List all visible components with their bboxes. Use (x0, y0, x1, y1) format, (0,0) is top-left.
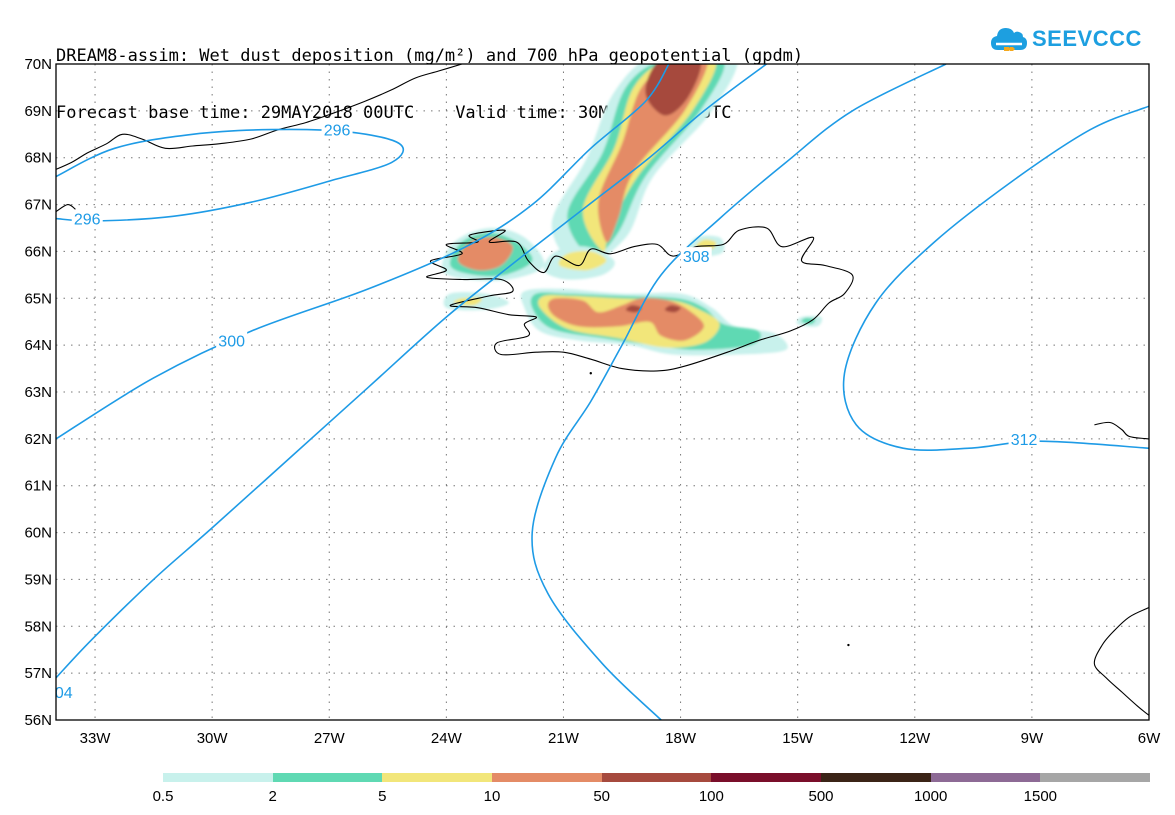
logo-text: SEEVCCC (1032, 26, 1142, 51)
contour-label-background (680, 247, 712, 265)
longitude-tick-label: 27W (314, 730, 346, 747)
colorbar-label: 5 (378, 788, 387, 805)
colorbar-label: 1500 (1023, 788, 1058, 805)
dust-deposition-area (645, 64, 702, 116)
longitude-tick-label: 6W (1138, 730, 1161, 747)
geopotential-contour-line (842, 105, 1149, 452)
colorbar-segment (492, 773, 602, 782)
latitude-tick-label: 60N (24, 525, 52, 542)
latitude-tick-label: 59N (24, 571, 52, 588)
latitude-tick-label: 66N (24, 243, 52, 260)
coastlines (56, 64, 1149, 716)
greenland-coastline (56, 204, 76, 213)
dust-deposition-area (625, 305, 642, 313)
latitude-tick-label: 56N (24, 712, 52, 729)
longitude-tick-label: 9W (1021, 730, 1044, 747)
latitude-tick-label: 57N (24, 665, 52, 682)
contour-label-background (71, 209, 103, 227)
latitude-tick-label: 61N (24, 478, 52, 495)
dust-deposition-area (457, 237, 513, 271)
faroe-coastline (1094, 421, 1149, 440)
dust-deposition-area (547, 297, 705, 341)
colorbar-label: 100 (698, 788, 724, 805)
contour-label: 296 (324, 123, 351, 140)
latitude-tick-label: 69N (24, 103, 52, 120)
latitude-tick-label: 58N (24, 618, 52, 635)
longitude-tick-label: 21W (548, 730, 580, 747)
colorbar-label: 2 (268, 788, 277, 805)
colorbar-segment (382, 773, 493, 782)
dust-deposition-area (696, 239, 717, 250)
colorbar-label: 1000 (913, 788, 948, 805)
iceland-coastline (426, 226, 854, 372)
longitude-tick-label: 30W (197, 730, 229, 747)
longitude-tick-label: 18W (665, 730, 697, 747)
geopotential-contour-line (531, 64, 947, 720)
colorbar-label: 500 (808, 788, 834, 805)
geopotential-contour-line (56, 64, 767, 679)
forecast-base-time: Forecast base time: 29MAY2018 00UTC (56, 103, 415, 123)
latitude-tick-label: 68N (24, 150, 52, 167)
colorbar-label: 10 (483, 788, 501, 805)
colorbar (163, 773, 1151, 782)
greenland-coastline (56, 64, 463, 170)
colorbar-segment (930, 773, 1041, 782)
cloud-chevron-icon (991, 28, 1027, 51)
longitude-tick-label: 15W (782, 730, 814, 747)
contour-label: 04 (55, 685, 73, 702)
contour-label-background (1008, 429, 1040, 447)
latitude-tick-label: 67N (24, 197, 52, 214)
longitude-tick-label: 24W (431, 730, 463, 747)
colorbar-segment (601, 773, 712, 782)
longitude-tick-label: 33W (80, 730, 112, 747)
dust-deposition-area (598, 64, 708, 243)
title-line-1: DREAM8-assim: Wet dust deposition (mg/m²… (56, 46, 804, 66)
contour-label-background (56, 682, 75, 700)
contour-label-background (216, 331, 248, 349)
geopotential-contour-line (56, 128, 405, 222)
colorbar-label: 0.5 (152, 788, 174, 805)
vestmannaeyjar-island (589, 372, 592, 375)
geopotential-contour-line (56, 64, 670, 440)
contour-label: 308 (683, 249, 710, 266)
contour-label: 312 (1011, 432, 1038, 449)
latitude-tick-label: 64N (24, 337, 52, 354)
latitude-tick-label: 62N (24, 431, 52, 448)
dust-deposition-area (801, 317, 816, 325)
dust-deposition-area (664, 305, 681, 313)
colorbar-segment (272, 773, 383, 782)
map-frame (55, 63, 1150, 721)
longitude-tick-label: 12W (899, 730, 931, 747)
contour-label: 296 (74, 212, 101, 229)
contour-label-background (321, 120, 353, 138)
colorbar-label: 50 (593, 788, 610, 805)
latitude-tick-label: 65N (24, 290, 52, 307)
scotland-coastline (1093, 607, 1149, 716)
latitude-tick-label: 70N (24, 56, 52, 73)
colorbar-segment (711, 773, 822, 782)
colorbar-segment (1040, 773, 1151, 782)
seevccc-logo: SEEVCCC (990, 21, 1165, 57)
dust-deposition-area (558, 250, 607, 271)
latitude-tick-label: 63N (24, 384, 52, 401)
rockall-island (847, 643, 850, 647)
contour-label: 300 (218, 333, 245, 350)
wet-dust-deposition-field (441, 64, 823, 356)
chart-title: DREAM8-assim: Wet dust deposition (mg/m²… (56, 9, 803, 142)
colorbar-segment (821, 773, 931, 782)
geopotential-contours: 296 296 300 308 04 312 (55, 64, 1149, 720)
colorbar-segment (163, 773, 273, 782)
